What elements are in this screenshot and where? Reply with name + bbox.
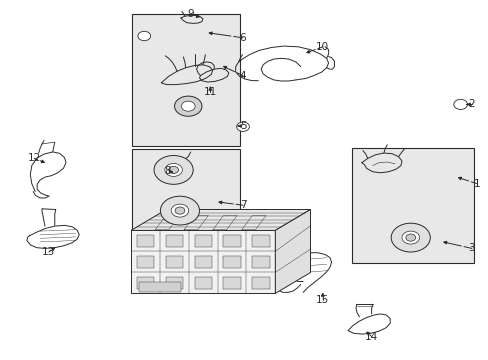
Text: 11: 11 — [203, 87, 217, 97]
Text: 6: 6 — [239, 33, 246, 43]
Bar — [252, 235, 269, 247]
Text: 2: 2 — [468, 99, 474, 109]
Circle shape — [164, 163, 182, 176]
Circle shape — [168, 166, 178, 174]
Bar — [139, 282, 181, 292]
Bar — [194, 256, 211, 268]
Text: 3: 3 — [468, 243, 474, 253]
Circle shape — [390, 223, 429, 252]
Bar — [223, 277, 240, 289]
Circle shape — [138, 31, 150, 41]
Circle shape — [236, 122, 249, 131]
Circle shape — [405, 234, 415, 241]
Circle shape — [453, 99, 467, 109]
Circle shape — [171, 204, 188, 217]
Bar — [194, 235, 211, 247]
Bar — [131, 230, 275, 293]
Circle shape — [175, 207, 184, 214]
Text: 5: 5 — [239, 121, 246, 131]
Bar — [137, 277, 154, 289]
Bar — [252, 256, 269, 268]
Bar — [137, 256, 154, 268]
Bar — [132, 14, 239, 146]
Circle shape — [174, 96, 202, 116]
Text: 1: 1 — [472, 179, 479, 189]
Bar — [165, 277, 183, 289]
Polygon shape — [131, 210, 310, 230]
Bar — [223, 235, 240, 247]
Text: 10: 10 — [316, 42, 328, 52]
Bar — [351, 148, 473, 263]
Circle shape — [401, 231, 419, 244]
Bar — [132, 149, 239, 234]
Text: 8: 8 — [163, 166, 170, 176]
Bar — [165, 256, 183, 268]
Circle shape — [160, 196, 199, 225]
Text: 14: 14 — [364, 332, 378, 342]
Text: 12: 12 — [27, 153, 41, 163]
Text: 7: 7 — [239, 200, 246, 210]
Bar — [252, 277, 269, 289]
Bar — [137, 235, 154, 247]
Text: 13: 13 — [42, 247, 56, 257]
Circle shape — [154, 156, 193, 184]
Bar — [165, 235, 183, 247]
Text: 4: 4 — [239, 71, 246, 81]
Text: 15: 15 — [315, 294, 329, 305]
Bar — [223, 256, 240, 268]
Text: 9: 9 — [187, 9, 194, 19]
Bar — [194, 277, 211, 289]
Polygon shape — [275, 210, 310, 293]
Circle shape — [181, 101, 195, 111]
